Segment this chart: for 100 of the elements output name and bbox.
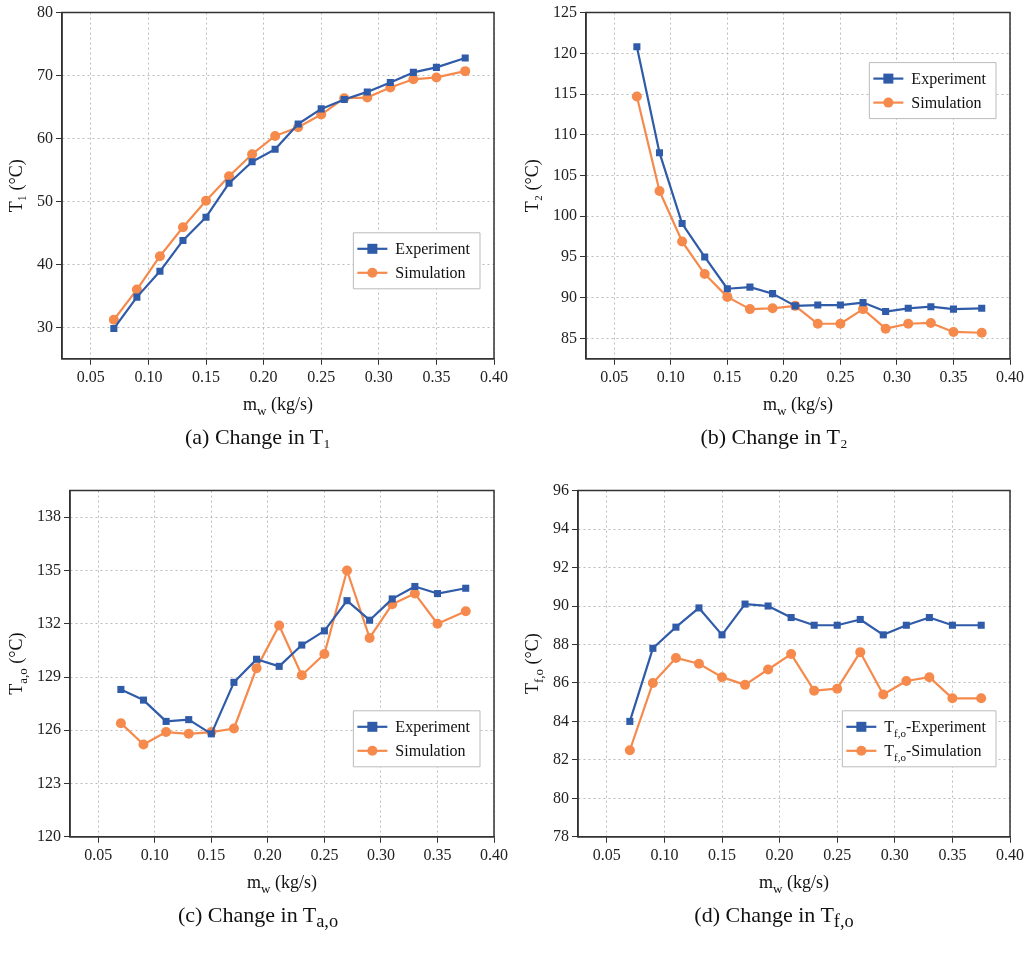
point (270, 130, 281, 141)
point (296, 670, 307, 681)
x-tick-label: 0.10 (140, 845, 169, 863)
point (342, 565, 353, 576)
point (253, 655, 261, 663)
y-tick-label: 84 (553, 711, 569, 729)
y-tick-label: 120 (553, 43, 577, 61)
point (677, 236, 688, 247)
point (786, 649, 797, 660)
x-tick-label: 0.35 (938, 845, 967, 863)
x-tick-label: 0.05 (600, 367, 629, 385)
point (247, 149, 258, 160)
point (741, 600, 749, 608)
point (363, 88, 371, 96)
x-tick-label: 0.40 (996, 845, 1024, 863)
point (763, 664, 774, 675)
point (740, 679, 751, 690)
x-tick-label: 0.30 (882, 367, 911, 385)
y-tick-label: 132 (37, 613, 61, 631)
point (977, 621, 985, 629)
point (718, 631, 726, 639)
point (878, 689, 889, 700)
point (274, 620, 285, 631)
point (133, 293, 141, 301)
point (859, 299, 867, 307)
point (161, 727, 172, 738)
point (248, 158, 256, 166)
point (431, 72, 442, 83)
point (767, 303, 778, 314)
point (655, 149, 664, 157)
point (460, 66, 471, 77)
point (948, 621, 956, 629)
y-tick-label: 125 (553, 2, 577, 20)
point (810, 621, 818, 629)
x-tick-label: 0.30 (364, 367, 393, 385)
point (108, 314, 119, 325)
y-tick-label: 40 (37, 254, 53, 272)
y-axis-title: Ta,o (°C) (6, 632, 31, 695)
point (976, 327, 987, 338)
y-tick-label: 129 (37, 667, 61, 685)
y-tick-label: 95 (561, 247, 577, 265)
point (138, 739, 149, 750)
y-tick-label: 30 (37, 317, 53, 335)
x-tick-label: 0.35 (939, 367, 968, 385)
point (672, 623, 680, 631)
point (298, 641, 306, 649)
point (460, 606, 471, 617)
text: (a) Change in T₁ (184, 424, 332, 450)
x-tick-label: 0.15 (708, 845, 736, 863)
x-tick-label: 0.20 (249, 367, 278, 385)
point (835, 318, 846, 329)
x-tick-label: 0.30 (880, 845, 909, 863)
point (115, 718, 126, 729)
point (432, 618, 443, 629)
point (902, 621, 910, 629)
y-tick-label: 90 (553, 596, 569, 614)
y-tick-label: 80 (553, 788, 569, 806)
point (432, 63, 440, 71)
point (626, 717, 634, 725)
x-tick-label: 0.35 (423, 845, 452, 863)
y-tick-label: 86 (553, 673, 569, 691)
point (409, 68, 417, 76)
point (110, 325, 118, 333)
point (649, 644, 657, 652)
point (162, 717, 170, 725)
point (139, 696, 148, 704)
y-tick-label: 94 (553, 519, 569, 537)
point (809, 685, 820, 696)
x-tick-label: 0.20 (765, 845, 794, 863)
point (699, 269, 710, 280)
point (177, 222, 188, 233)
point (693, 658, 704, 669)
y-tick-label: 60 (37, 128, 53, 146)
legend-label: Simulation (395, 263, 466, 281)
point (654, 186, 665, 196)
point (833, 621, 841, 629)
x-tick-label: 0.15 (192, 367, 220, 385)
x-tick-label: 0.10 (650, 845, 679, 863)
x-tick-label: 0.10 (656, 367, 685, 385)
text: (b) Change in T₂ (699, 424, 849, 450)
x-tick-label: 0.10 (134, 367, 163, 385)
point (388, 595, 396, 603)
x-tick-label: 0.15 (197, 845, 226, 863)
point (183, 728, 194, 739)
point (949, 305, 957, 313)
point (879, 631, 887, 639)
y-tick-label: 82 (553, 750, 569, 768)
y-tick-label: 70 (37, 65, 53, 83)
x-tick-label: 0.05 (592, 845, 621, 863)
point (882, 308, 890, 316)
point (156, 267, 164, 275)
point (925, 614, 933, 622)
point (746, 283, 754, 291)
legend-label: Experiment (911, 69, 987, 88)
y-tick-label: 100 (553, 206, 577, 224)
point (461, 54, 469, 62)
x-tick-label: 0.40 (480, 845, 508, 863)
point (948, 326, 959, 337)
point (855, 647, 866, 658)
legend-label: Simulation (395, 741, 466, 759)
